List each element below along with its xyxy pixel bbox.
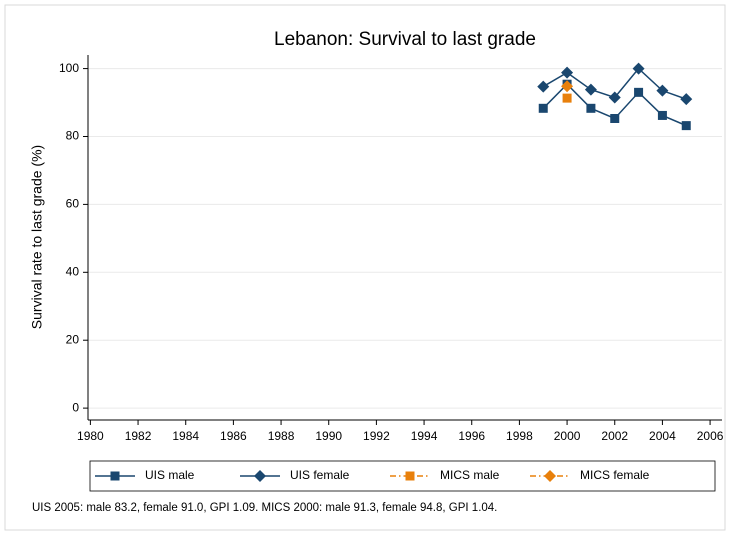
legend-label: UIS male xyxy=(145,468,195,482)
x-tick-label: 2004 xyxy=(649,429,676,443)
marker xyxy=(680,93,693,106)
marker xyxy=(656,84,669,97)
x-tick-label: 2002 xyxy=(601,429,628,443)
marker xyxy=(632,62,645,75)
marker xyxy=(562,93,572,103)
y-tick-label: 60 xyxy=(66,197,80,211)
y-tick-label: 20 xyxy=(66,332,80,346)
x-tick-label: 1986 xyxy=(220,429,247,443)
marker xyxy=(538,103,548,113)
legend-label: MICS female xyxy=(580,468,650,482)
marker xyxy=(537,80,550,93)
legend-label: MICS male xyxy=(440,468,500,482)
marker xyxy=(608,91,621,104)
legend-box xyxy=(89,460,716,492)
chart-frame xyxy=(4,4,726,531)
marker xyxy=(610,113,620,123)
y-tick-label: 40 xyxy=(66,264,80,278)
y-tick-label: 0 xyxy=(72,400,79,414)
marker xyxy=(634,87,644,97)
chart-title: Lebanon: Survival to last grade xyxy=(274,29,536,50)
x-tick-label: 1990 xyxy=(315,429,342,443)
marker xyxy=(561,80,574,93)
x-tick-label: 1994 xyxy=(411,429,438,443)
x-tick-label: 2000 xyxy=(554,429,581,443)
x-tick-label: 1998 xyxy=(506,429,533,443)
marker xyxy=(544,470,556,482)
marker xyxy=(681,121,691,131)
y-axis-label: Survival rate to last grade (%) xyxy=(29,145,45,329)
x-tick-label: 1982 xyxy=(125,429,152,443)
x-tick-label: 1984 xyxy=(172,429,199,443)
marker xyxy=(584,83,597,96)
marker xyxy=(657,110,667,120)
x-tick-label: 2006 xyxy=(697,429,724,443)
marker xyxy=(110,471,120,481)
x-tick-label: 1980 xyxy=(77,429,104,443)
marker xyxy=(586,103,596,113)
x-tick-label: 1988 xyxy=(268,429,295,443)
y-tick-label: 100 xyxy=(59,61,79,75)
y-tick-label: 80 xyxy=(66,129,80,143)
note: UIS 2005: male 83.2, female 91.0, GPI 1.… xyxy=(32,502,497,514)
marker xyxy=(405,471,415,481)
legend-label: UIS female xyxy=(290,468,350,482)
marker xyxy=(254,470,266,482)
marker xyxy=(561,66,574,79)
x-tick-label: 1996 xyxy=(458,429,485,443)
x-tick-label: 1992 xyxy=(363,429,390,443)
